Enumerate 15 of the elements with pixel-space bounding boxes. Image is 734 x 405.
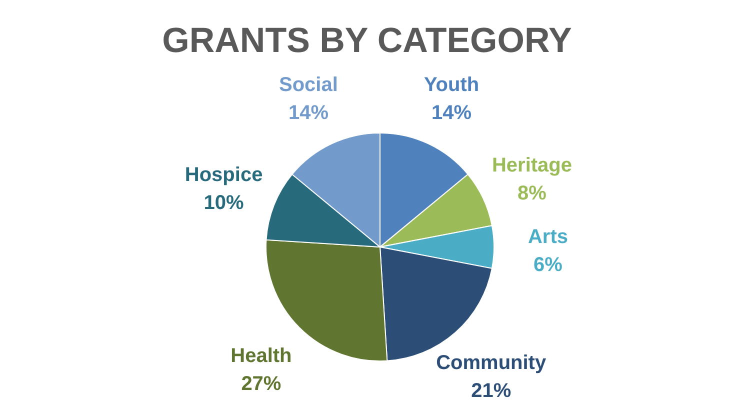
- data-label: 14%: [288, 102, 329, 124]
- data-label: 8%: [518, 182, 547, 204]
- slice-label: Health: [230, 344, 292, 367]
- data-label: 10%: [204, 192, 244, 214]
- data-label: 6%: [534, 254, 563, 276]
- data-label: 27%: [241, 372, 282, 395]
- slice-label: Hospice: [184, 164, 263, 186]
- slice-label: Youth: [424, 74, 480, 96]
- chart-title: GRANTS BY CATEGORY: [162, 21, 572, 60]
- data-label: 21%: [471, 380, 512, 402]
- data-label: 14%: [432, 102, 472, 124]
- slice-label: Heritage: [492, 154, 572, 176]
- slice-label: Social: [279, 74, 338, 96]
- slice-label: Arts: [528, 226, 568, 248]
- slice-label: Community: [436, 352, 547, 374]
